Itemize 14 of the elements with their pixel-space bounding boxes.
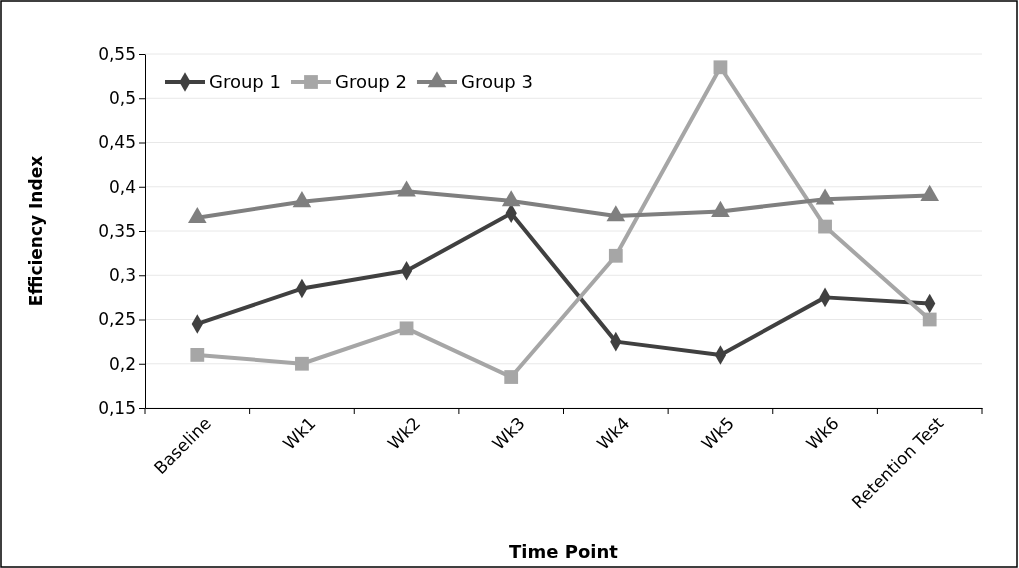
y-tick-label: 0,5 [108,88,136,109]
y-tick-label: 0,2 [108,353,136,374]
y-tick-label: 0,15 [98,397,136,418]
y-axis-title: Efficiency Index [26,155,46,307]
y-tick-label: 0,45 [98,132,136,153]
legend-label: Group 3 [460,71,533,93]
y-tick-label: 0,35 [98,220,136,241]
legend-label: Group 2 [334,71,407,93]
y-tick-label: 0,4 [108,176,136,197]
x-axis-title: Time Point [509,541,619,562]
y-tick-label: 0,55 [98,43,136,64]
y-tick-label: 0,3 [108,265,136,286]
legend-label: Group 1 [209,71,281,93]
y-tick-label: 0,25 [98,309,136,330]
